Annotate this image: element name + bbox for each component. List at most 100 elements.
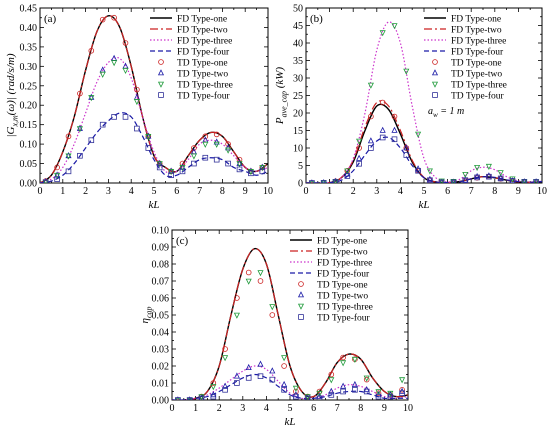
data-point [340, 354, 346, 361]
data-point [54, 164, 60, 171]
data-point [168, 167, 175, 174]
y-tick-label: 40 [293, 39, 303, 50]
data-point [485, 172, 492, 179]
data-point [174, 397, 181, 400]
y-tick-label: 0.05 [152, 311, 170, 322]
panel-label: (b) [310, 13, 323, 25]
x-tick-label: 2 [83, 186, 88, 197]
data-point [54, 176, 60, 182]
legend-marker [431, 81, 439, 88]
series-group [306, 21, 542, 183]
data-point [145, 145, 152, 151]
data-point [292, 385, 299, 392]
y-tick-label: 0.09 [152, 243, 170, 254]
legend-marker [158, 92, 164, 98]
y-tick-label: 50 [293, 4, 303, 15]
data-point [391, 23, 398, 30]
x-tick-label: 3 [374, 186, 379, 197]
x-tick-label: 7 [335, 403, 340, 414]
data-point [99, 71, 106, 78]
data-point [415, 131, 422, 138]
data-point [293, 393, 299, 400]
legend-label: TD Type-one [451, 59, 502, 69]
data-point [99, 121, 106, 128]
series-markers-7 [42, 114, 266, 183]
series-markers-5 [43, 54, 266, 183]
series-markers-6 [174, 270, 406, 400]
y-tick-label: 0.10 [20, 140, 38, 151]
data-point [352, 386, 358, 393]
x-tick-label: 10 [403, 403, 413, 414]
series-markers-7 [175, 373, 405, 400]
y-tick-label: 0.06 [152, 294, 170, 305]
legend-label: TD Type-three [177, 81, 233, 91]
y-tick-label: 0.10 [152, 226, 170, 237]
series-markers-4 [175, 269, 405, 400]
data-point [245, 269, 252, 276]
data-point [54, 172, 61, 180]
series-line-2 [40, 56, 268, 183]
data-point [309, 180, 315, 183]
data-point [310, 179, 314, 183]
y-tick-label: 0.05 [20, 159, 38, 170]
data-point [77, 90, 83, 97]
data-point [259, 165, 266, 172]
data-point [356, 145, 362, 151]
data-point [236, 156, 243, 163]
data-point [225, 160, 231, 167]
series-line-2 [306, 21, 542, 183]
data-point [438, 179, 445, 183]
data-point [222, 346, 228, 352]
data-point [156, 164, 163, 171]
data-point [356, 138, 363, 145]
legend-marker [432, 59, 438, 65]
data-point [245, 278, 252, 285]
data-point [269, 312, 276, 318]
x-tick-label: 1 [60, 186, 65, 197]
data-point [375, 390, 382, 397]
data-point [415, 167, 421, 174]
data-point [257, 278, 264, 284]
data-point [257, 373, 264, 379]
legend-label: TD Type-four [317, 313, 371, 324]
data-point [269, 304, 276, 311]
data-point [156, 159, 163, 166]
data-point [462, 177, 469, 183]
data-point [176, 396, 180, 400]
legend-label: FD Type-two [317, 248, 368, 258]
data-point [122, 40, 129, 46]
series-line-0 [40, 15, 268, 183]
legend-label: FD Type-three [451, 37, 506, 47]
x-tick-label: 4 [129, 186, 134, 197]
x-tick-label: 6 [311, 403, 316, 414]
data-point [259, 168, 266, 175]
series-group [40, 14, 268, 183]
data-point [187, 396, 192, 400]
data-point [375, 393, 382, 400]
y-tick-label: 0.45 [20, 4, 38, 15]
x-tick-label: 9 [382, 403, 387, 414]
x-tick-label: 5 [152, 186, 157, 197]
data-point [399, 377, 406, 384]
data-point [225, 147, 232, 154]
legend-marker [431, 69, 439, 76]
data-point [247, 169, 254, 176]
data-point [186, 397, 193, 400]
data-point [202, 141, 209, 148]
data-point [509, 176, 516, 183]
x-tick-label: 0 [38, 186, 43, 197]
data-point [186, 397, 193, 400]
data-point [351, 380, 358, 388]
x-axis-label: kL [285, 416, 296, 428]
data-point [379, 134, 386, 141]
data-point [257, 360, 264, 367]
x-tick-label: 3 [240, 403, 245, 414]
data-point [179, 160, 186, 167]
legend-label: FD Type-one [317, 237, 367, 247]
data-point [403, 152, 410, 158]
data-point [340, 360, 347, 367]
data-point [99, 16, 106, 23]
x-tick-label: 0 [170, 403, 175, 414]
data-point [88, 47, 95, 54]
